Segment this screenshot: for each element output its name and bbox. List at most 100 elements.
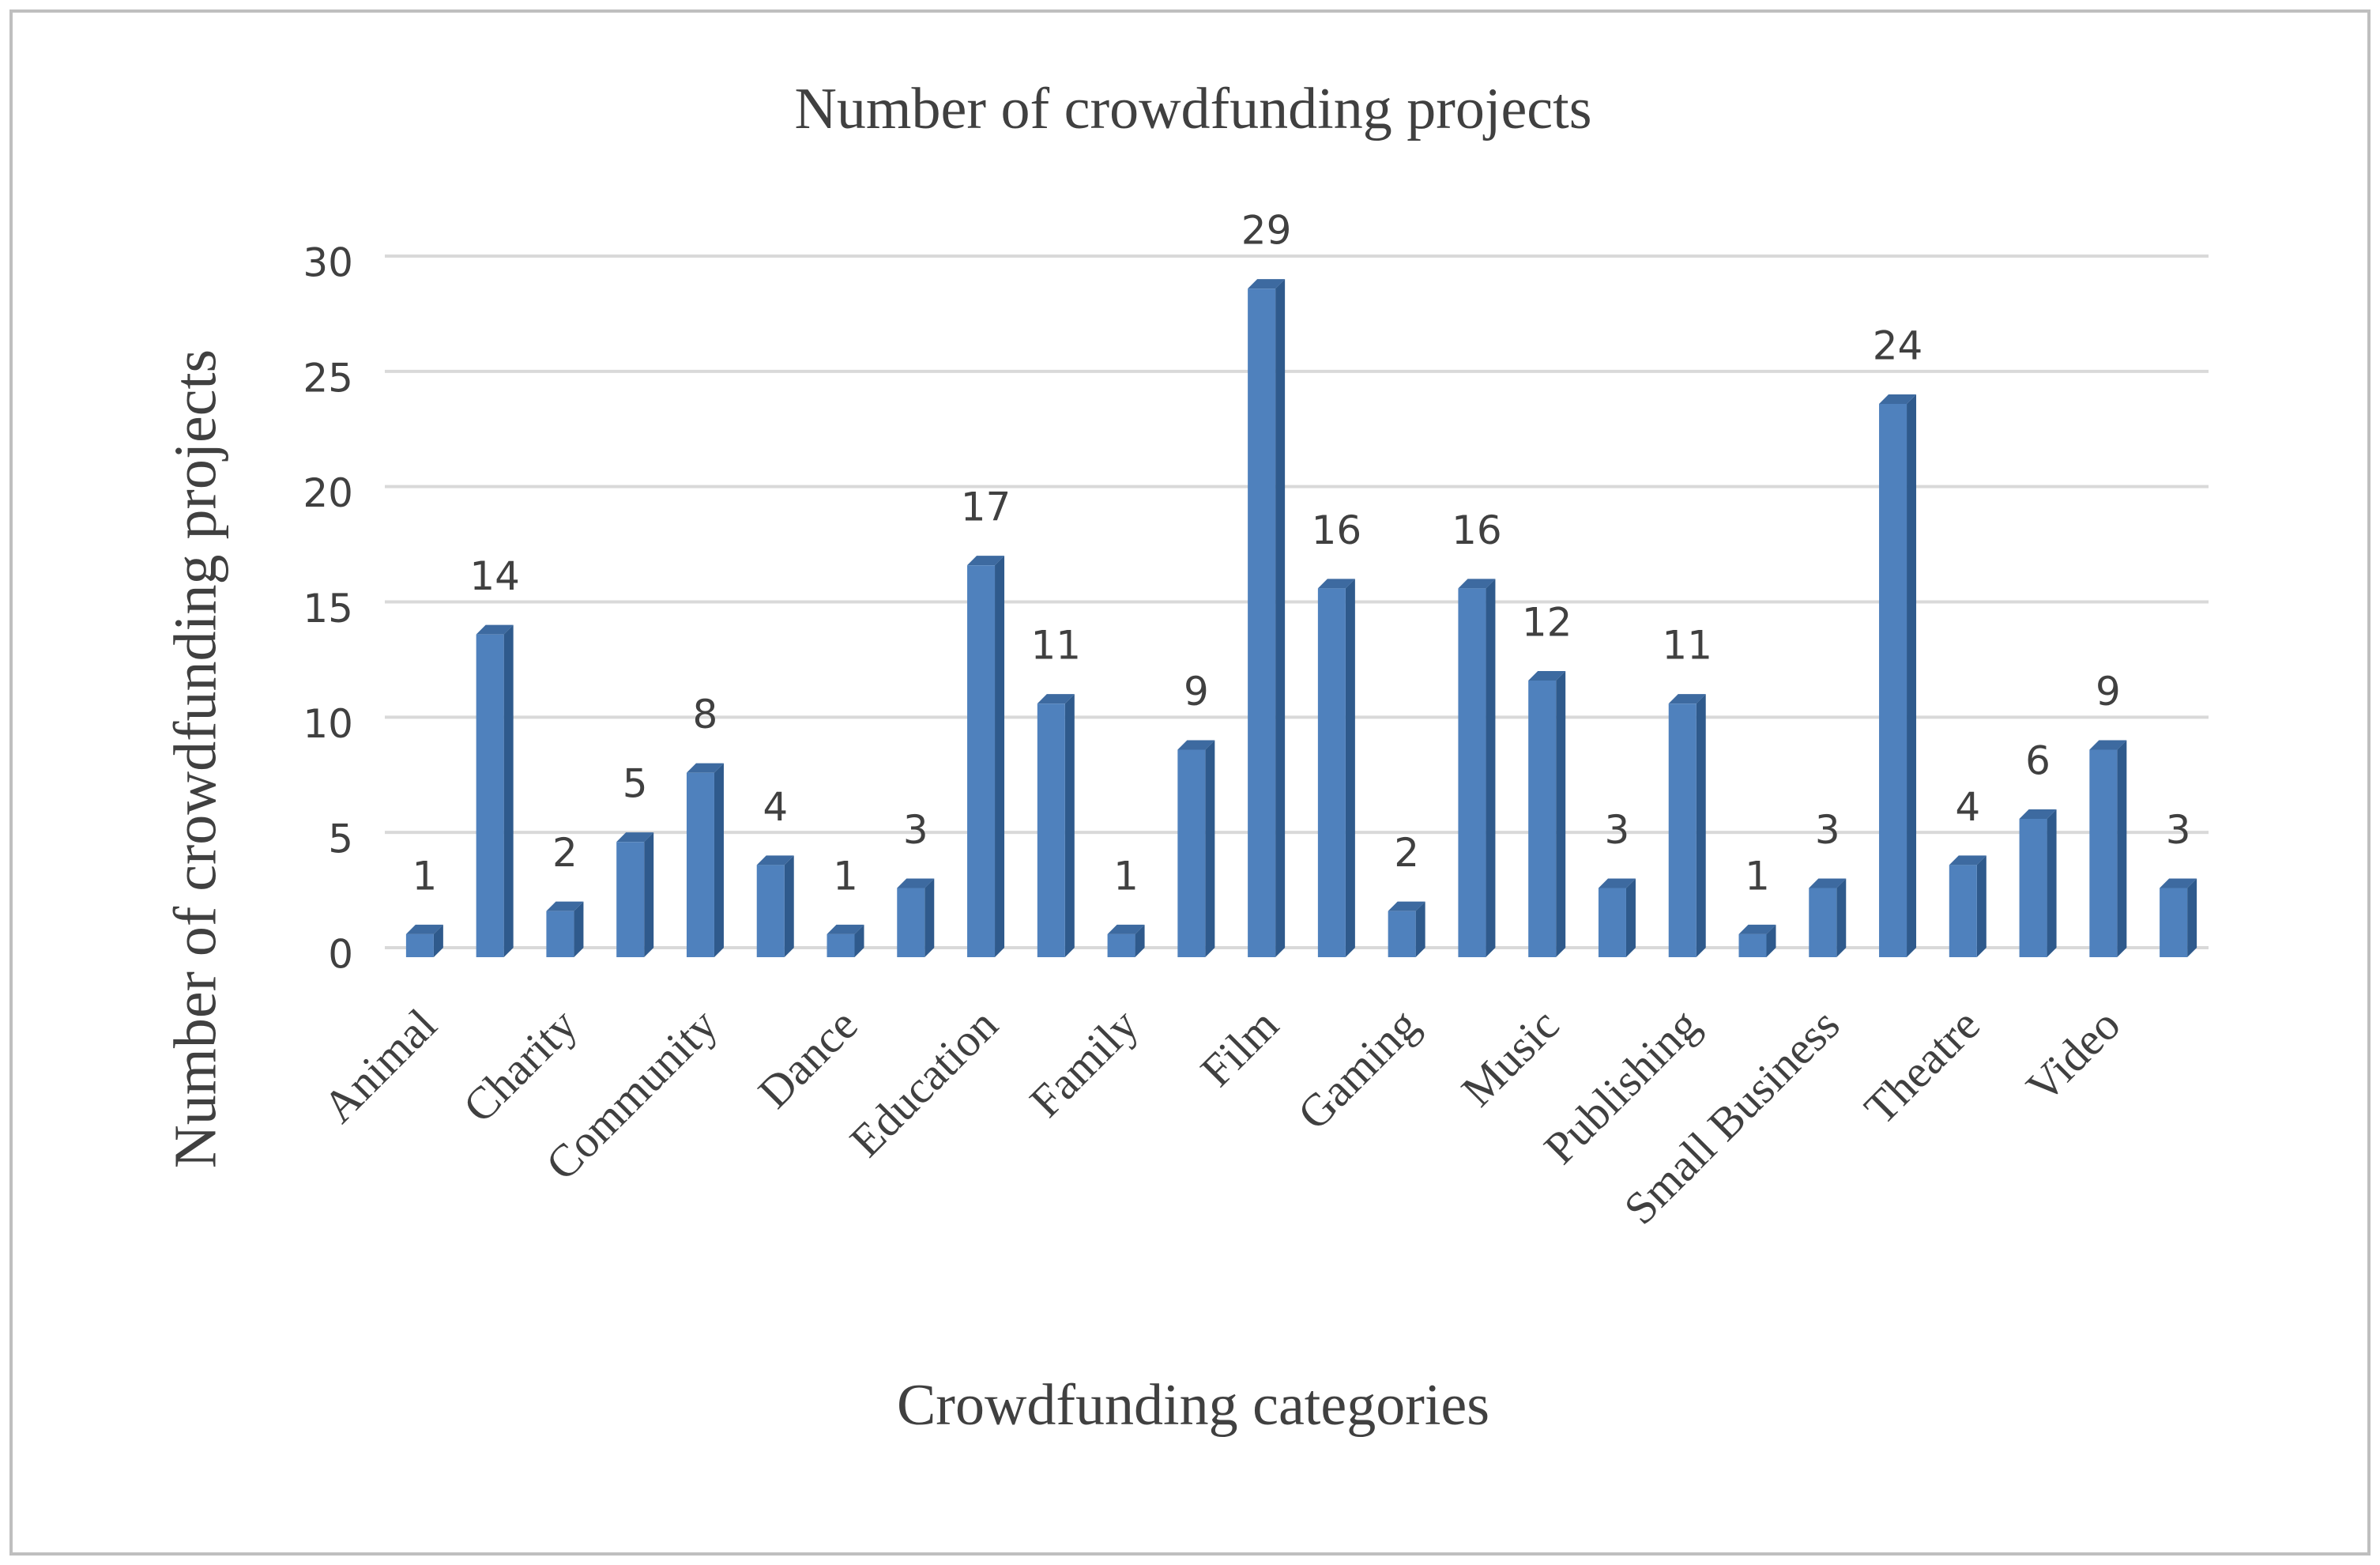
data-label: 12 xyxy=(1522,600,1572,646)
data-label: 9 xyxy=(1184,669,1209,715)
bar-side xyxy=(854,924,864,957)
bar-side xyxy=(1486,579,1496,957)
bar-side xyxy=(1625,878,1636,957)
bar xyxy=(1668,703,1697,957)
bar-side xyxy=(503,624,514,957)
data-label: 11 xyxy=(1662,623,1712,669)
bar-top xyxy=(1949,855,1986,865)
bar-top xyxy=(827,924,864,934)
bar xyxy=(1879,404,1907,957)
data-label: 16 xyxy=(1312,507,1362,553)
y-tick-label: 25 xyxy=(303,355,353,401)
bar xyxy=(1388,911,1416,957)
bar-top xyxy=(1107,924,1145,934)
data-label: 2 xyxy=(552,830,578,876)
data-label: 11 xyxy=(1030,623,1081,669)
y-axis-title: Number of crowdfunding projects xyxy=(162,349,228,1168)
x-axis-title: Crowdfunding categories xyxy=(897,1373,1489,1438)
data-label: 3 xyxy=(903,807,928,853)
bar xyxy=(2089,749,2118,957)
bar xyxy=(1248,288,1276,958)
data-label: 1 xyxy=(1113,853,1139,899)
bar-top xyxy=(686,763,724,773)
data-label: 14 xyxy=(469,553,520,599)
bar-top xyxy=(1177,740,1215,750)
bar xyxy=(1177,749,1206,957)
bar-side xyxy=(1205,740,1215,957)
y-tick-label: 0 xyxy=(328,932,353,978)
bar xyxy=(827,933,855,957)
data-label: 4 xyxy=(763,784,788,830)
bar-side xyxy=(433,924,443,957)
bar-side xyxy=(1415,901,1425,957)
bar-side xyxy=(2117,740,2127,957)
bar xyxy=(1458,588,1486,957)
bar xyxy=(546,911,574,957)
data-label: 4 xyxy=(1955,784,1980,830)
bar xyxy=(1528,681,1557,957)
bar xyxy=(2019,819,2047,957)
bar xyxy=(1809,888,1837,957)
data-label: 1 xyxy=(833,853,858,899)
bar-side xyxy=(784,855,794,957)
bar-side xyxy=(1556,671,1566,957)
bar-side xyxy=(1345,579,1355,957)
bar-side xyxy=(925,878,935,957)
bar-top xyxy=(2089,740,2127,750)
bar-top xyxy=(1317,579,1355,589)
bar-top xyxy=(2019,809,2057,819)
data-label: 16 xyxy=(1452,507,1502,553)
data-label: 1 xyxy=(412,853,437,899)
bar-side xyxy=(574,901,584,957)
bar xyxy=(1738,933,1767,957)
data-label: 9 xyxy=(2096,669,2121,715)
data-label: 3 xyxy=(2166,807,2191,853)
bar-side xyxy=(1135,924,1145,957)
bar xyxy=(1598,888,1626,957)
bar-side xyxy=(1696,694,1706,957)
bar-top xyxy=(967,556,1005,566)
data-label: 3 xyxy=(1605,807,1630,853)
bar-top xyxy=(1388,901,1425,911)
bar xyxy=(1107,933,1135,957)
data-label: 3 xyxy=(1815,807,1840,853)
bar xyxy=(2160,888,2188,957)
y-tick-label: 10 xyxy=(303,701,353,747)
bar-top xyxy=(1668,694,1706,704)
bar-top xyxy=(897,878,935,888)
bar-top xyxy=(756,855,794,865)
bar xyxy=(405,933,434,957)
bar-top xyxy=(1738,924,1776,934)
data-label: 17 xyxy=(961,485,1011,530)
bar xyxy=(967,565,996,957)
bar-top xyxy=(476,624,514,635)
bar-side xyxy=(1907,394,1917,957)
bar xyxy=(1037,703,1065,957)
bar-side xyxy=(995,556,1005,957)
bar-side xyxy=(1064,694,1075,957)
y-tick-label: 15 xyxy=(303,586,353,632)
bar-top xyxy=(1037,694,1075,704)
data-label: 1 xyxy=(1745,853,1770,899)
y-tick-label: 30 xyxy=(303,240,353,286)
bar-top xyxy=(546,901,584,911)
bar-top xyxy=(1528,671,1566,681)
bar-top xyxy=(616,832,654,843)
bar-side xyxy=(1976,855,1986,957)
bar-side xyxy=(1766,924,1776,957)
bar-side xyxy=(714,763,724,957)
data-label: 8 xyxy=(693,692,718,737)
bar-top xyxy=(1598,878,1636,888)
data-label: 24 xyxy=(1873,323,1923,369)
bar xyxy=(1949,865,1977,957)
bar-side xyxy=(1836,878,1847,957)
data-label: 6 xyxy=(2025,738,2050,784)
data-label: 29 xyxy=(1241,208,1292,254)
bar-top xyxy=(2160,878,2197,888)
bar-top xyxy=(1879,394,1917,404)
data-label: 5 xyxy=(623,761,648,807)
data-label: 2 xyxy=(1394,830,1419,876)
y-tick-label: 20 xyxy=(303,470,353,516)
bar xyxy=(1317,588,1346,957)
